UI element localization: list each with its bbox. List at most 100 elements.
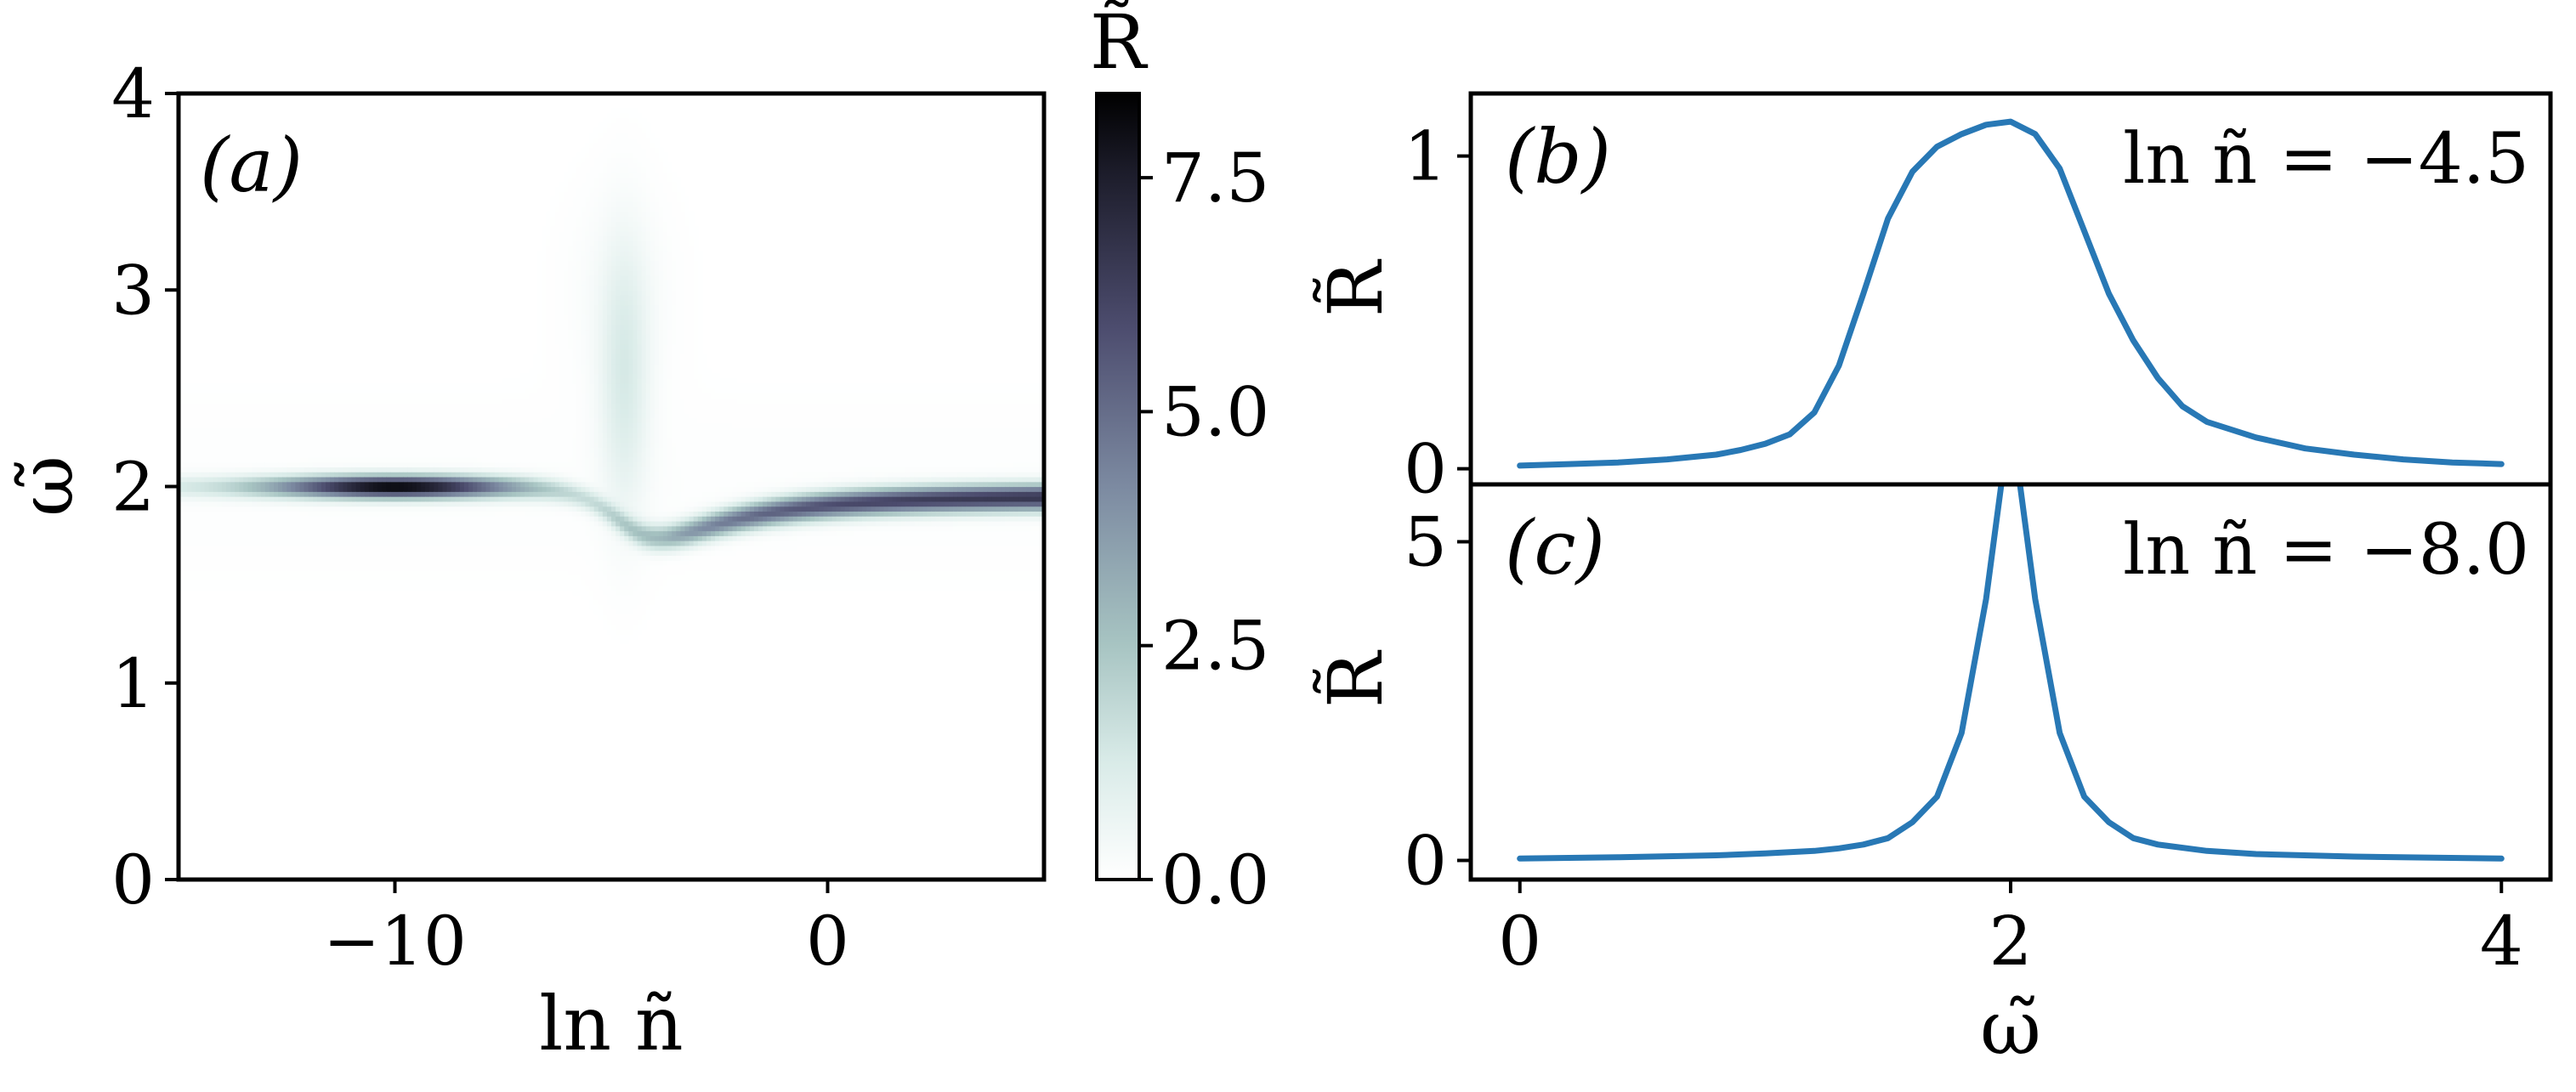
heatmap-cell [477,452,482,458]
heatmap-cell [429,383,434,389]
heatmap-cell [477,403,482,409]
heatmap-cell [546,373,552,379]
heatmap-cell [550,196,556,202]
heatmap-cell [572,161,577,168]
heatmap-cell [451,412,457,419]
heatmap-cell [520,412,525,419]
heatmap-cell [473,447,478,453]
heatmap-cell [208,491,214,497]
heatmap-cell [477,398,482,404]
heatmap-cell [546,585,552,591]
heatmap-cell [183,516,188,522]
heatmap-cell [338,412,344,419]
heatmap-cell [390,550,396,557]
heatmap-cell [485,530,491,536]
heatmap-cell [403,403,409,409]
heatmap-cell [334,467,339,472]
heatmap-cell [326,555,331,561]
heatmap-cell [525,388,530,394]
heatmap-cell [593,540,599,546]
heatmap-cell [490,388,496,394]
heatmap-cell [593,255,599,262]
heatmap-cell [593,191,599,198]
heatmap-cell [416,422,422,428]
heatmap-cell [550,555,556,561]
heatmap-cell [278,511,283,517]
heatmap-cell [434,412,439,419]
heatmap-cell [542,354,548,359]
heatmap-cell [525,501,530,507]
heatmap-cell [550,442,556,448]
heatmap-cell [338,569,344,576]
heatmap-cell [598,265,604,271]
heatmap-cell [507,442,513,448]
heatmap-cell [502,403,508,409]
heatmap-cell [434,585,439,591]
heatmap-cell [576,363,582,370]
heatmap-cell [425,452,430,458]
heatmap-cell [403,412,409,419]
heatmap-cell [338,555,344,561]
heatmap-cell [416,461,422,467]
heatmap-cell [507,506,513,512]
heatmap-cell [425,398,430,404]
heatmap-cell [235,472,240,478]
heatmap-cell [235,501,240,507]
heatmap-cell [230,383,235,389]
heatmap-cell [308,476,314,483]
heatmap-cell [598,535,604,541]
heatmap-cell [390,525,396,532]
heatmap-cell [434,393,439,399]
heatmap-cell [581,295,587,301]
heatmap-cell [589,535,595,541]
heatmap-cell [225,432,231,438]
heatmap-cell [564,472,569,478]
heatmap-cell [593,486,599,492]
heatmap-cell [598,339,604,345]
heatmap-cell [442,472,448,478]
heatmap-cell [403,565,409,571]
heatmap-cell [598,491,604,497]
heatmap-cell [429,540,434,546]
heatmap-cell [477,442,482,448]
heatmap-cell [550,496,556,502]
heatmap-cell [394,432,400,438]
heatmap-cell [593,211,599,218]
heatmap-cell [373,501,378,507]
heatmap-cell [264,525,270,532]
heatmap-cell [598,585,604,591]
heatmap-cell [321,422,326,428]
heatmap-cell [477,412,482,419]
heatmap-cell [312,432,318,438]
heatmap-cell [196,545,201,552]
heatmap-cell [520,383,525,389]
heatmap-cell [602,545,608,552]
heatmap-cell [576,520,582,527]
heatmap-cell [291,506,297,512]
heatmap-cell [291,525,297,532]
heatmap-cell [394,565,400,571]
heatmap-cell [593,599,599,605]
heatmap-cell [386,580,392,586]
heatmap-cell [593,417,599,423]
heatmap-cell [407,467,413,472]
heatmap-cell [291,452,297,458]
heatmap-cell [187,516,192,522]
heatmap-cell [494,472,500,478]
heatmap-cell [546,580,552,586]
heatmap-cell [593,481,599,488]
heatmap-cell [455,516,461,522]
heatmap-cell [490,530,496,536]
heatmap-cell [260,511,266,517]
heatmap-cell [351,486,357,492]
heatmap-cell [602,398,608,404]
heatmap-cell [585,343,591,350]
heatmap-cell [473,403,478,409]
heatmap-cell [585,580,591,586]
heatmap-cell [247,530,253,536]
heatmap-cell [411,447,417,453]
heatmap-cell [572,398,577,404]
heatmap-cell [373,461,378,467]
heatmap-cell [360,520,366,527]
heatmap-cell [568,274,573,281]
